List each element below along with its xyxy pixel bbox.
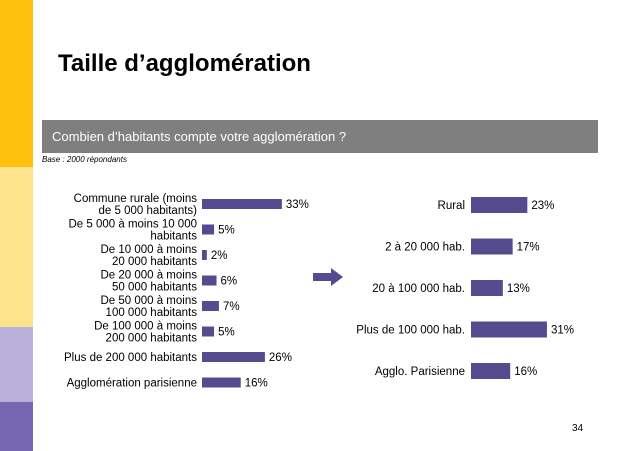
bar xyxy=(202,275,217,286)
bar xyxy=(202,224,215,235)
stripe-lower xyxy=(0,327,33,402)
base-note: Base : 2000 répondants xyxy=(42,155,127,164)
value-label: 16% xyxy=(245,378,268,390)
value-label: 13% xyxy=(507,283,530,295)
category-label: De 20 000 à moins 50 000 habitants xyxy=(100,270,197,294)
bar xyxy=(202,352,265,362)
bar xyxy=(471,363,511,379)
stripe-mid xyxy=(0,167,33,327)
category-label: Plus de 100 000 hab. xyxy=(356,325,465,337)
question-text: Combien d’habitants compte votre agglomé… xyxy=(52,129,347,144)
category-label: Agglo. Parisienne xyxy=(375,366,465,378)
category-label: Agglomération parisienne xyxy=(67,378,197,390)
category-label: De 100 000 à moins 200 000 habitants xyxy=(94,321,197,345)
value-label: 5% xyxy=(218,225,235,237)
category-label: 2 à 20 000 hab. xyxy=(385,242,465,254)
value-label: 7% xyxy=(223,301,240,313)
question-bar: Combien d’habitants compte votre agglomé… xyxy=(42,120,598,153)
category-label: Commune rurale (moins de 5 000 habitants) xyxy=(74,193,198,217)
category-label: De 10 000 à moins 20 000 habitants xyxy=(100,244,197,268)
stripe-bottom xyxy=(0,402,33,451)
bar xyxy=(202,326,215,337)
bar xyxy=(471,238,513,255)
stripe-top xyxy=(0,0,33,167)
bar xyxy=(202,250,207,260)
value-label: 2% xyxy=(211,250,228,262)
bar xyxy=(471,197,528,213)
right-arrow-icon xyxy=(313,268,343,286)
value-label: 16% xyxy=(514,366,537,378)
category-label: 20 à 100 000 hab. xyxy=(372,283,465,295)
bar xyxy=(471,321,547,338)
bar xyxy=(471,280,503,296)
value-label: 5% xyxy=(218,327,235,339)
category-label: Rural xyxy=(438,200,465,212)
bar xyxy=(202,377,241,388)
slide-title: Taille d’agglomération xyxy=(58,50,311,77)
bar xyxy=(202,301,219,311)
value-label: 17% xyxy=(517,242,540,254)
bar xyxy=(202,199,282,209)
category-label: De 50 000 à moins 100 000 habitants xyxy=(100,295,197,319)
value-label: 31% xyxy=(551,325,574,337)
value-label: 26% xyxy=(269,352,292,364)
value-label: 33% xyxy=(286,199,309,211)
value-label: 23% xyxy=(531,200,554,212)
page-number: 34 xyxy=(572,423,584,434)
value-label: 6% xyxy=(221,276,238,288)
category-label: Plus de 200 000 habitants xyxy=(64,352,197,364)
category-label: De 5 000 à moins 10 000 habitants xyxy=(68,219,197,243)
